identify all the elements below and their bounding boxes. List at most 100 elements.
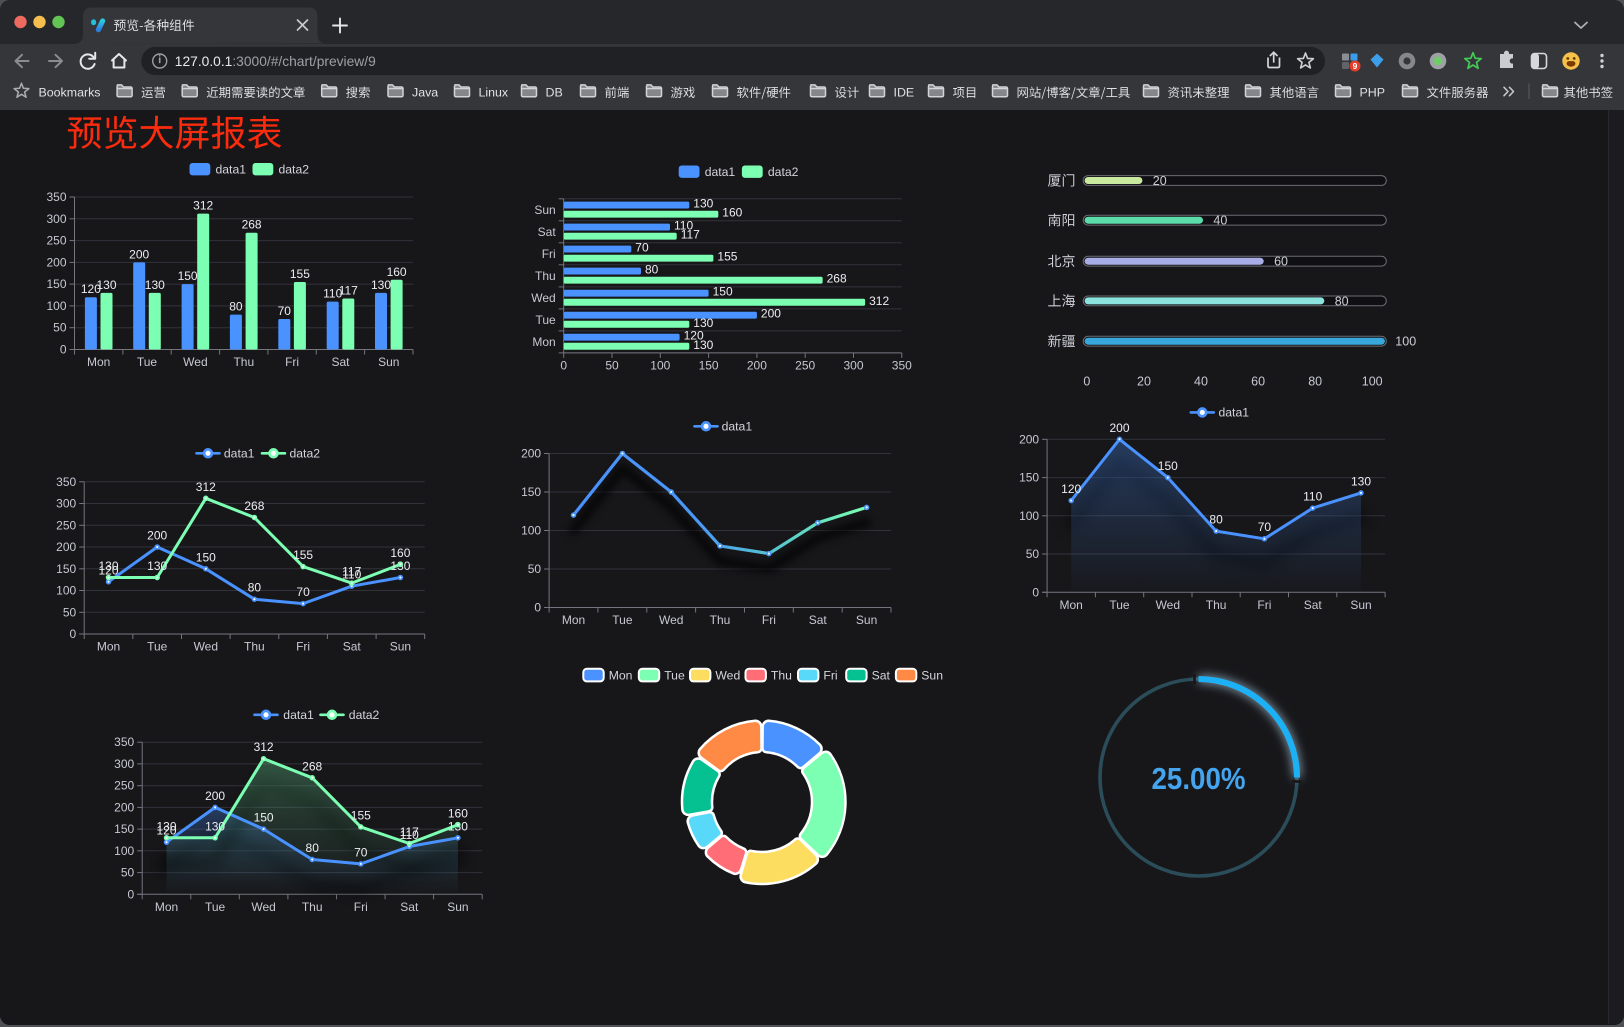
svg-text:80: 80 (1308, 375, 1322, 389)
svg-text:80: 80 (1209, 513, 1223, 527)
svg-text:0: 0 (1083, 375, 1090, 389)
svg-text:Sun: Sun (921, 669, 943, 683)
svg-text:data1: data1 (705, 165, 736, 179)
svg-text:150: 150 (713, 285, 733, 299)
svg-text:130: 130 (693, 316, 713, 330)
svg-text:Sat: Sat (331, 355, 350, 369)
svg-text:Tue: Tue (205, 900, 226, 914)
svg-text:Sat: Sat (1304, 598, 1323, 612)
svg-text:300: 300 (843, 358, 863, 372)
svg-text:data1: data1 (224, 447, 255, 461)
svg-text:50: 50 (605, 358, 619, 372)
svg-text:0: 0 (70, 627, 77, 641)
svg-text:Wed: Wed (715, 669, 740, 683)
svg-text:312: 312 (196, 480, 216, 494)
svg-text:150: 150 (521, 485, 541, 499)
svg-text:Wed: Wed (194, 640, 218, 654)
svg-text:150: 150 (46, 277, 66, 291)
svg-text:100: 100 (521, 524, 541, 538)
svg-text:100: 100 (1395, 335, 1416, 349)
svg-text:80: 80 (248, 581, 262, 595)
svg-text:200: 200 (56, 540, 76, 554)
svg-text:200: 200 (1019, 432, 1039, 446)
svg-text:DB: DB (546, 85, 563, 99)
svg-text:Mon: Mon (155, 900, 178, 914)
svg-text:Tue: Tue (137, 355, 158, 369)
svg-text:9: 9 (1353, 61, 1358, 71)
svg-text:120: 120 (1061, 482, 1081, 496)
svg-text:Thu: Thu (302, 900, 323, 914)
svg-text:130: 130 (371, 278, 391, 292)
svg-text:155: 155 (290, 267, 310, 281)
svg-text:Fri: Fri (1257, 598, 1271, 612)
svg-text:117: 117 (342, 565, 361, 579)
svg-text:25.00%: 25.00% (1152, 761, 1246, 796)
svg-text:Wed: Wed (531, 291, 555, 305)
svg-text:130: 130 (1351, 474, 1371, 488)
svg-text:312: 312 (193, 199, 213, 213)
svg-text:350: 350 (46, 190, 66, 204)
svg-text:200: 200 (46, 255, 66, 269)
svg-text:Java: Java (412, 85, 438, 99)
svg-text:155: 155 (293, 548, 313, 562)
svg-text:50: 50 (1026, 547, 1040, 561)
svg-text:120: 120 (684, 329, 704, 343)
svg-text:Thu: Thu (1206, 598, 1227, 612)
svg-text:Mon: Mon (97, 640, 120, 654)
svg-text:150: 150 (56, 562, 76, 576)
svg-text:Tue: Tue (612, 613, 633, 627)
svg-text:50: 50 (63, 605, 77, 619)
svg-text:Tue: Tue (535, 313, 556, 327)
svg-text:Thu: Thu (771, 669, 792, 683)
svg-text:200: 200 (147, 529, 167, 543)
svg-text:data1: data1 (722, 420, 753, 434)
svg-text:100: 100 (114, 844, 134, 858)
svg-text:268: 268 (827, 272, 847, 286)
svg-text:130: 130 (156, 819, 176, 833)
svg-text:50: 50 (53, 321, 67, 335)
svg-text:60: 60 (1251, 375, 1265, 389)
svg-text:Sun: Sun (378, 355, 399, 369)
svg-text:data2: data2 (290, 447, 321, 461)
svg-text:350: 350 (892, 358, 912, 372)
svg-text:130: 130 (693, 338, 713, 352)
svg-text:70: 70 (1258, 520, 1272, 534)
svg-text:Mon: Mon (1060, 598, 1083, 612)
svg-text:data2: data2 (279, 163, 310, 177)
svg-text:200: 200 (761, 307, 781, 321)
svg-text:150: 150 (1019, 471, 1039, 485)
svg-text:110: 110 (323, 287, 342, 301)
svg-text:80: 80 (1335, 294, 1349, 308)
svg-text:IDE: IDE (894, 85, 915, 99)
svg-text:Fri: Fri (296, 640, 310, 654)
svg-text:155: 155 (351, 808, 371, 822)
svg-text:50: 50 (121, 866, 135, 880)
svg-text:150: 150 (114, 822, 134, 836)
svg-text:150: 150 (196, 550, 216, 564)
svg-text:Sat: Sat (809, 613, 828, 627)
svg-text:200: 200 (521, 447, 541, 461)
svg-text:Fri: Fri (354, 900, 368, 914)
svg-text:100: 100 (650, 358, 670, 372)
svg-text:110: 110 (342, 568, 361, 582)
svg-text:Mon: Mon (87, 355, 110, 369)
svg-text:Wed: Wed (251, 900, 275, 914)
svg-text:Wed: Wed (1156, 598, 1180, 612)
svg-text:120: 120 (156, 824, 176, 838)
svg-text:160: 160 (448, 806, 468, 820)
svg-text:250: 250 (46, 234, 66, 248)
svg-text:Sat: Sat (400, 900, 419, 914)
svg-text:150: 150 (699, 358, 719, 372)
svg-text:268: 268 (242, 218, 262, 232)
svg-text:130: 130 (145, 278, 165, 292)
svg-text:350: 350 (56, 475, 76, 489)
svg-text:160: 160 (722, 206, 742, 220)
svg-text:Sat: Sat (343, 640, 362, 654)
svg-text:70: 70 (635, 241, 649, 255)
svg-text:data2: data2 (349, 708, 380, 722)
svg-text:data1: data1 (216, 163, 247, 177)
svg-text:0: 0 (60, 343, 67, 357)
svg-text:160: 160 (387, 265, 407, 279)
svg-text:40: 40 (1213, 214, 1227, 228)
svg-text:data1: data1 (1219, 406, 1250, 420)
